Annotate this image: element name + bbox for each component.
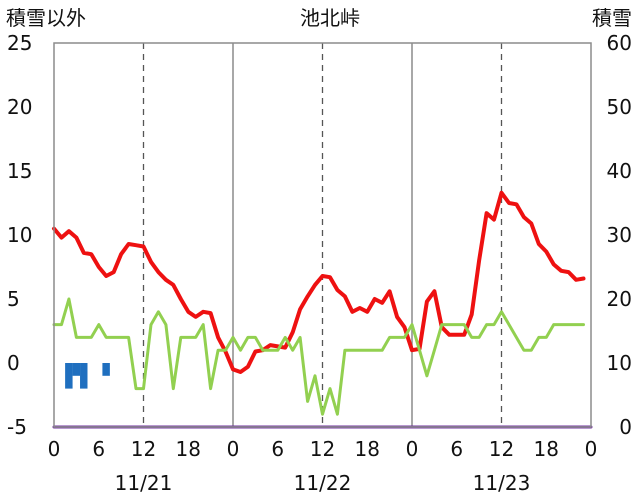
right-y-ticks: 0 10 20 30 40 50 60: [607, 31, 632, 439]
x-tick-label: 0: [227, 437, 240, 461]
bar-3: [102, 363, 110, 376]
series-line-1: [52, 297, 585, 416]
chart-title: 池北峠: [300, 6, 360, 30]
date-label: 11/23: [473, 471, 531, 495]
plot-frame: [53, 42, 592, 428]
grid: [142, 43, 503, 427]
x-tick-label: 6: [450, 437, 463, 461]
right-y-tick-label: 10: [607, 351, 632, 375]
left-y-tick-label: 5: [7, 287, 20, 311]
right-y-tick-label: 60: [607, 31, 632, 55]
bar-0: [65, 363, 73, 389]
x-tick-label: 0: [48, 437, 61, 461]
series-line-0: [52, 190, 586, 374]
left-y-tick-label: 25: [7, 31, 32, 55]
bar-2: [80, 363, 88, 389]
x-tick-label: 6: [271, 437, 284, 461]
x-tick-label: 18: [176, 437, 201, 461]
left-y-tick-label: 10: [7, 223, 32, 247]
left-y-ticks: -5 0 5 10 15 20 25: [7, 31, 32, 439]
right-axis-title: 積雪: [592, 6, 632, 30]
bar-1: [72, 363, 81, 376]
x-tick-label: 12: [310, 437, 335, 461]
x-ticks: 0 6 12 18 0 6 12 18 0 6 12 18 0: [48, 437, 598, 461]
left-y-tick-label: 15: [7, 159, 32, 183]
date-label: 11/22: [294, 471, 352, 495]
date-labels: 11/21 11/22 11/23: [115, 471, 531, 495]
x-tick-label: 12: [131, 437, 156, 461]
right-y-tick-label: 30: [607, 223, 632, 247]
x-tick-label: 18: [355, 437, 380, 461]
x-tick-label: 18: [534, 437, 559, 461]
left-axis-title: 積雪以外: [6, 6, 86, 30]
x-tick-label: 6: [92, 437, 105, 461]
left-y-tick-label: -5: [7, 415, 27, 439]
date-label: 11/21: [115, 471, 173, 495]
x-tick-label: 12: [489, 437, 514, 461]
right-y-tick-label: 0: [619, 415, 632, 439]
left-y-tick-label: 0: [7, 351, 20, 375]
x-tick-label: 0: [585, 437, 598, 461]
right-y-tick-label: 20: [607, 287, 632, 311]
x-tick-label: 0: [406, 437, 419, 461]
bar-series: [65, 363, 110, 389]
right-y-tick-label: 50: [607, 95, 632, 119]
right-y-tick-label: 40: [607, 159, 632, 183]
left-y-tick-label: 20: [7, 95, 32, 119]
